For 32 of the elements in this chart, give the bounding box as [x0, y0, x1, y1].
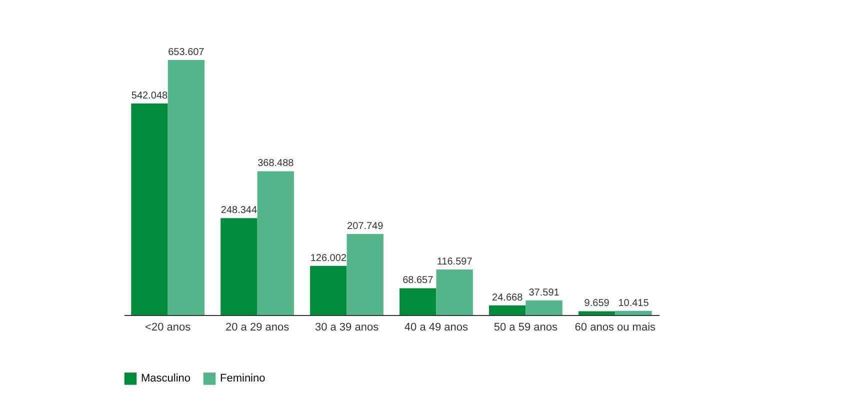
bar	[489, 305, 526, 315]
legend-label: Feminino	[220, 372, 266, 385]
bar	[615, 310, 652, 315]
bar	[346, 234, 384, 315]
x-tick-label: 40 a 49 anos	[404, 322, 469, 334]
data-label: 653.607	[168, 47, 205, 58]
data-label: 248.344	[220, 205, 258, 216]
bar	[131, 104, 168, 315]
data-label: 37.591	[528, 287, 560, 298]
data-label: 68.657	[402, 275, 434, 286]
x-tick-label: 20 a 29 anos	[225, 322, 290, 334]
x-tick-label: 50 a 59 anos	[494, 322, 558, 334]
data-label: 116.597	[436, 256, 473, 268]
bar	[578, 311, 616, 315]
bar	[220, 218, 258, 315]
bar	[436, 270, 473, 315]
bar	[168, 60, 205, 315]
x-tick-label: 60 anos ou mais	[574, 322, 656, 334]
data-label: 126.002	[310, 252, 347, 264]
data-label: 24.668	[492, 292, 524, 304]
data-label: 9.659	[584, 298, 610, 310]
data-label: 207.749	[347, 220, 384, 232]
x-tick-label: <20 anos	[145, 322, 192, 334]
x-tick-label: 30 a 39 anos	[314, 322, 380, 334]
bar	[400, 288, 436, 315]
legend-label: Masculino	[141, 372, 191, 385]
data-label: 542.048	[131, 90, 168, 102]
bar	[257, 171, 294, 315]
bar	[310, 266, 347, 315]
data-label: 368.488	[258, 158, 294, 170]
bar	[526, 300, 562, 315]
data-label: 10.415	[618, 298, 650, 309]
